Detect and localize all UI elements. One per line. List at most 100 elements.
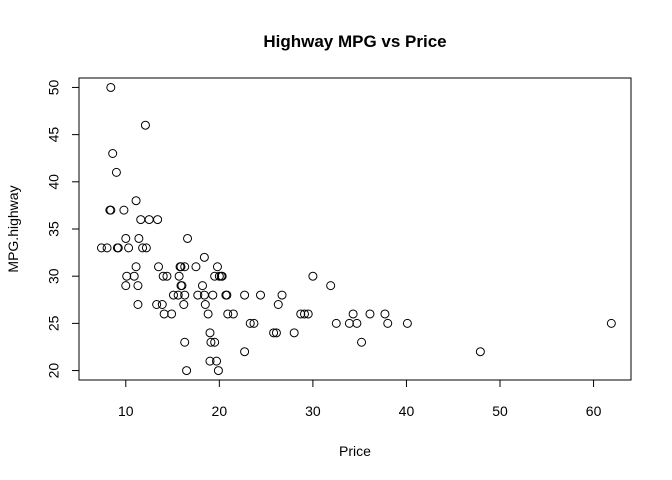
data-point bbox=[122, 271, 132, 281]
x-axis: 10 20 30 40 50 60 bbox=[118, 379, 602, 419]
x-tick-label: 10 bbox=[118, 403, 134, 419]
data-point bbox=[131, 262, 141, 272]
data-point bbox=[240, 347, 250, 357]
data-point bbox=[180, 262, 190, 272]
data-point bbox=[191, 262, 201, 272]
data-point bbox=[245, 318, 255, 328]
data-point bbox=[159, 309, 169, 319]
data-point bbox=[206, 337, 216, 347]
data-point bbox=[402, 318, 412, 328]
x-tick-label: 20 bbox=[212, 403, 228, 419]
data-point bbox=[119, 205, 129, 215]
data-point bbox=[277, 290, 287, 300]
data-point bbox=[271, 328, 281, 338]
data-point bbox=[205, 356, 215, 366]
data-point bbox=[182, 366, 192, 376]
data-point bbox=[203, 309, 213, 319]
data-point bbox=[197, 281, 207, 291]
y-tick-label: 35 bbox=[46, 221, 62, 237]
x-axis-label: Price bbox=[339, 443, 371, 459]
data-point bbox=[357, 337, 367, 347]
y-axis: 20 25 30 35 40 45 50 bbox=[46, 79, 80, 379]
y-tick-label: 25 bbox=[46, 315, 62, 331]
data-point bbox=[296, 309, 306, 319]
data-point bbox=[106, 205, 116, 215]
data-point bbox=[179, 300, 189, 309]
data-point bbox=[138, 243, 148, 253]
data-point bbox=[129, 271, 139, 281]
data-point bbox=[183, 233, 193, 243]
data-point bbox=[380, 309, 390, 319]
y-tick-label: 40 bbox=[46, 174, 62, 190]
data-point bbox=[212, 262, 222, 272]
x-tick-label: 60 bbox=[586, 403, 602, 419]
data-point bbox=[383, 318, 393, 328]
data-point bbox=[136, 215, 146, 225]
data-point bbox=[113, 243, 123, 253]
data-point bbox=[210, 271, 220, 281]
data-point bbox=[200, 300, 210, 309]
data-point bbox=[199, 252, 209, 262]
data-point bbox=[153, 215, 163, 225]
data-point bbox=[140, 120, 150, 130]
y-tick-label: 45 bbox=[46, 127, 62, 143]
data-point bbox=[193, 290, 203, 300]
data-point bbox=[124, 243, 134, 253]
data-point bbox=[108, 149, 118, 158]
data-point bbox=[167, 309, 177, 319]
data-point bbox=[240, 290, 250, 300]
data-point bbox=[249, 318, 259, 328]
data-point bbox=[217, 271, 227, 281]
data-point bbox=[289, 328, 299, 338]
data-point bbox=[173, 290, 183, 300]
x-tick-label: 40 bbox=[399, 403, 415, 419]
data-point bbox=[365, 309, 375, 319]
plot-frame bbox=[78, 77, 632, 381]
data-point bbox=[331, 318, 341, 328]
data-point bbox=[228, 309, 238, 319]
data-point bbox=[475, 347, 485, 357]
data-point bbox=[96, 243, 106, 253]
data-point bbox=[106, 82, 116, 92]
data-point bbox=[102, 243, 112, 253]
y-tick-label: 20 bbox=[46, 363, 62, 379]
data-point bbox=[152, 300, 162, 309]
y-tick-label: 50 bbox=[46, 79, 62, 95]
data-point bbox=[176, 262, 186, 272]
data-point bbox=[157, 300, 167, 309]
data-point bbox=[134, 233, 144, 243]
data-point bbox=[222, 290, 232, 300]
x-tick-label: 50 bbox=[492, 403, 508, 419]
data-point bbox=[141, 243, 151, 253]
data-point bbox=[168, 290, 178, 300]
data-point bbox=[256, 290, 266, 300]
data-point bbox=[131, 196, 141, 206]
data-point bbox=[210, 337, 220, 347]
y-tick-label: 30 bbox=[46, 268, 62, 284]
data-point bbox=[162, 271, 172, 281]
data-points bbox=[96, 82, 616, 376]
data-point bbox=[213, 366, 223, 376]
data-point bbox=[177, 281, 187, 291]
data-point bbox=[269, 328, 279, 338]
data-point bbox=[303, 309, 313, 319]
data-point bbox=[223, 309, 233, 319]
data-point bbox=[121, 233, 131, 243]
data-point bbox=[299, 309, 309, 319]
data-point bbox=[133, 300, 143, 309]
data-point bbox=[158, 271, 168, 281]
data-point bbox=[308, 271, 318, 281]
chart-title: Highway MPG vs Price bbox=[263, 32, 446, 51]
data-point bbox=[606, 318, 616, 328]
data-point bbox=[326, 281, 336, 291]
data-point bbox=[208, 290, 218, 300]
data-point bbox=[133, 281, 143, 291]
data-point bbox=[348, 309, 358, 319]
data-point bbox=[205, 328, 215, 338]
data-point bbox=[212, 356, 222, 366]
y-axis-label: MPG.highway bbox=[5, 185, 21, 272]
data-point bbox=[344, 318, 354, 328]
data-point bbox=[121, 281, 131, 291]
data-point bbox=[352, 318, 362, 328]
